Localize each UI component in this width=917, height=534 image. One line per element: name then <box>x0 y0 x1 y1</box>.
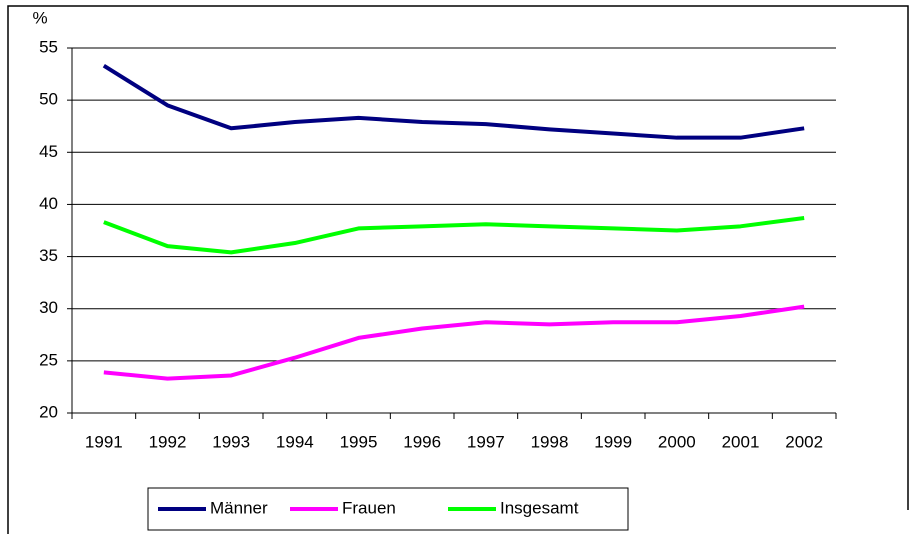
series-line <box>103 304 805 381</box>
y-tick-label: 45 <box>39 142 58 161</box>
x-tick-label: 1998 <box>531 432 569 451</box>
y-tick-label: 50 <box>39 90 58 109</box>
y-tick-label: 40 <box>39 194 58 213</box>
x-tick-label: 1996 <box>403 432 441 451</box>
y-axis-label: % <box>32 8 47 27</box>
x-tick-label: 1991 <box>85 432 123 451</box>
legend-label: Frauen <box>342 498 396 517</box>
x-tick-label: 1994 <box>276 432 314 451</box>
x-tick-label: 2001 <box>722 432 760 451</box>
y-tick-label: 20 <box>39 402 58 421</box>
y-tick-label: 25 <box>39 350 58 369</box>
y-tick-label: 30 <box>39 298 58 317</box>
legend-label: Männer <box>210 498 268 517</box>
x-tick-label: 1995 <box>340 432 378 451</box>
x-tick-label: 1992 <box>149 432 187 451</box>
x-tick-label: 2000 <box>658 432 696 451</box>
x-tick-label: 1999 <box>594 432 632 451</box>
series-line <box>103 216 805 255</box>
legend-box <box>147 487 629 531</box>
x-tick-label: 1993 <box>212 432 250 451</box>
x-tick-label: 2002 <box>785 432 823 451</box>
series-line <box>102 64 805 140</box>
chart-frame <box>7 5 909 534</box>
y-tick-label: 55 <box>39 37 58 56</box>
y-tick-label: 35 <box>39 246 58 265</box>
x-tick-label: 1997 <box>467 432 505 451</box>
legend-label: Insgesamt <box>500 498 579 517</box>
